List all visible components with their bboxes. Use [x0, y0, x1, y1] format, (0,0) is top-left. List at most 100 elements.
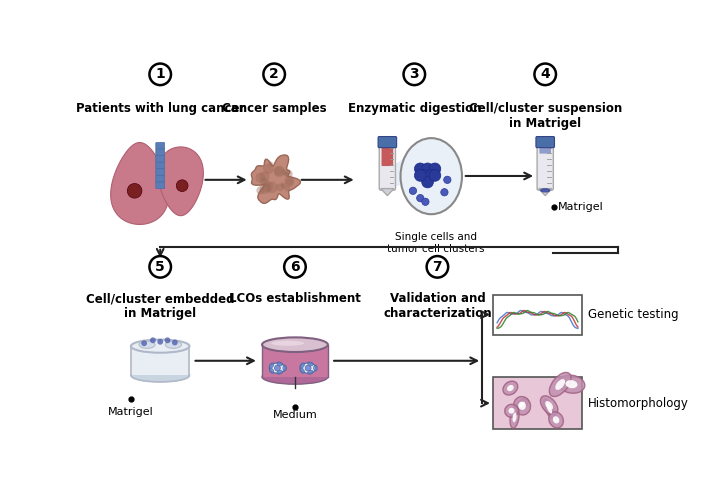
Ellipse shape: [518, 402, 526, 410]
Circle shape: [172, 340, 178, 345]
Circle shape: [282, 169, 287, 175]
Circle shape: [281, 184, 286, 189]
Text: Matrigel: Matrigel: [558, 202, 603, 212]
Polygon shape: [251, 155, 300, 204]
Circle shape: [266, 181, 277, 193]
Text: Histomorphology: Histomorphology: [588, 397, 689, 410]
Circle shape: [276, 183, 284, 191]
Ellipse shape: [307, 370, 313, 374]
FancyBboxPatch shape: [155, 175, 165, 182]
Ellipse shape: [270, 363, 285, 373]
Circle shape: [416, 195, 424, 202]
Ellipse shape: [262, 337, 328, 352]
Ellipse shape: [505, 404, 518, 417]
Circle shape: [255, 172, 265, 183]
Ellipse shape: [510, 407, 519, 428]
FancyBboxPatch shape: [155, 169, 165, 175]
Circle shape: [280, 182, 285, 186]
Circle shape: [260, 183, 271, 194]
Circle shape: [260, 171, 270, 181]
Ellipse shape: [300, 368, 304, 373]
Text: Cell/cluster embedded
in Matrigel: Cell/cluster embedded in Matrigel: [86, 292, 235, 320]
Text: 7: 7: [433, 260, 442, 274]
FancyBboxPatch shape: [131, 346, 190, 375]
Ellipse shape: [131, 369, 190, 382]
Text: Cancer samples: Cancer samples: [222, 102, 327, 115]
FancyBboxPatch shape: [493, 294, 582, 335]
Ellipse shape: [540, 396, 558, 415]
FancyBboxPatch shape: [155, 149, 165, 156]
Polygon shape: [381, 188, 394, 196]
Text: Validation and
characterization: Validation and characterization: [383, 292, 492, 320]
Ellipse shape: [165, 341, 181, 348]
Circle shape: [284, 185, 290, 192]
Circle shape: [421, 198, 429, 206]
Circle shape: [285, 178, 294, 187]
Circle shape: [257, 186, 265, 195]
Circle shape: [128, 183, 142, 198]
FancyBboxPatch shape: [536, 137, 555, 148]
Circle shape: [158, 339, 163, 345]
Ellipse shape: [515, 399, 528, 410]
FancyBboxPatch shape: [381, 140, 393, 166]
FancyBboxPatch shape: [540, 140, 551, 154]
Text: Single cells and
tumor cell clusters: Single cells and tumor cell clusters: [387, 232, 485, 254]
Circle shape: [274, 167, 283, 176]
Ellipse shape: [277, 370, 282, 374]
Ellipse shape: [277, 362, 282, 366]
Ellipse shape: [131, 340, 190, 353]
Circle shape: [414, 163, 426, 175]
Ellipse shape: [558, 375, 585, 393]
Circle shape: [426, 169, 437, 181]
Ellipse shape: [555, 379, 565, 390]
Ellipse shape: [300, 363, 304, 368]
FancyBboxPatch shape: [379, 137, 396, 190]
Text: 5: 5: [155, 260, 165, 274]
FancyBboxPatch shape: [378, 137, 396, 148]
Circle shape: [284, 172, 288, 176]
Circle shape: [443, 176, 451, 183]
Polygon shape: [111, 143, 169, 224]
Ellipse shape: [565, 380, 578, 388]
Ellipse shape: [543, 399, 555, 419]
Circle shape: [429, 169, 441, 181]
Text: Matrigel: Matrigel: [108, 407, 154, 417]
Ellipse shape: [314, 365, 317, 371]
Circle shape: [268, 162, 273, 167]
Ellipse shape: [545, 401, 553, 410]
Ellipse shape: [300, 363, 316, 373]
Polygon shape: [394, 158, 404, 187]
Text: LCOs establishment: LCOs establishment: [229, 292, 361, 305]
Ellipse shape: [271, 341, 304, 346]
Circle shape: [263, 164, 274, 174]
Circle shape: [150, 337, 156, 343]
Text: Enzymatic digestion: Enzymatic digestion: [347, 102, 481, 115]
Circle shape: [141, 340, 147, 346]
Text: Patients with lung cancer: Patients with lung cancer: [76, 102, 245, 115]
Ellipse shape: [549, 412, 563, 428]
Text: Cell/cluster suspension
in Matrigel: Cell/cluster suspension in Matrigel: [468, 102, 622, 130]
Circle shape: [421, 176, 434, 188]
Ellipse shape: [513, 397, 530, 415]
FancyBboxPatch shape: [262, 345, 328, 377]
Ellipse shape: [519, 402, 525, 407]
Ellipse shape: [270, 363, 274, 368]
Ellipse shape: [270, 368, 274, 373]
Ellipse shape: [540, 188, 550, 193]
Circle shape: [305, 365, 311, 371]
Ellipse shape: [508, 408, 515, 414]
FancyBboxPatch shape: [493, 377, 582, 429]
Circle shape: [275, 365, 280, 371]
Text: 6: 6: [290, 260, 299, 274]
Text: 3: 3: [409, 68, 419, 81]
Ellipse shape: [507, 385, 513, 391]
Text: 2: 2: [270, 68, 279, 81]
Circle shape: [429, 163, 441, 175]
Circle shape: [418, 169, 430, 181]
FancyBboxPatch shape: [155, 182, 165, 188]
Circle shape: [414, 169, 426, 181]
Circle shape: [260, 178, 269, 186]
Text: Genetic testing: Genetic testing: [588, 308, 678, 321]
Circle shape: [441, 188, 448, 196]
Ellipse shape: [549, 372, 571, 397]
